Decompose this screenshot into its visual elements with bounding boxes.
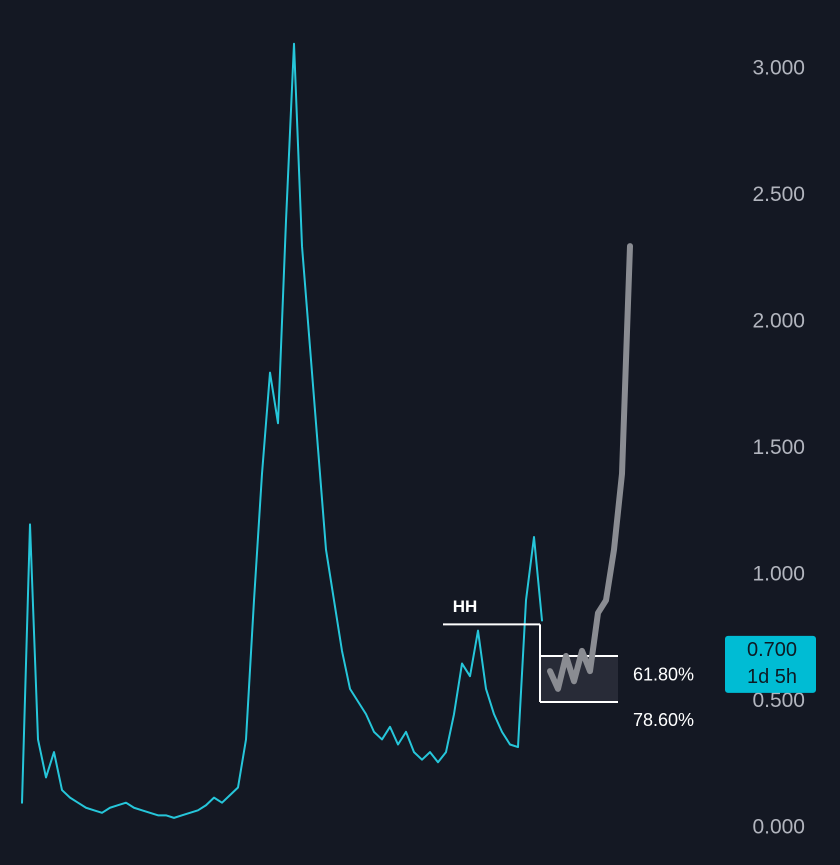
y-tick-label: 2.000 [752, 310, 805, 333]
y-tick-label: 0.500 [752, 689, 805, 712]
price-tag-countdown: 1d 5h [747, 666, 797, 688]
fib-label: 78.60% [633, 710, 694, 730]
price-tag [725, 635, 816, 693]
y-tick-label: 1.000 [752, 563, 805, 586]
y-tick-label: 0.000 [752, 816, 805, 839]
hh-label: HH [453, 597, 478, 616]
y-tick-label: 2.500 [752, 183, 805, 206]
projection-line [547, 243, 633, 692]
price-line [21, 42, 543, 819]
price-tag-value: 0.700 [747, 639, 797, 661]
y-tick-label: 3.000 [752, 57, 805, 80]
y-tick-label: 1.500 [752, 436, 805, 459]
fib-label: 61.80% [633, 665, 694, 685]
